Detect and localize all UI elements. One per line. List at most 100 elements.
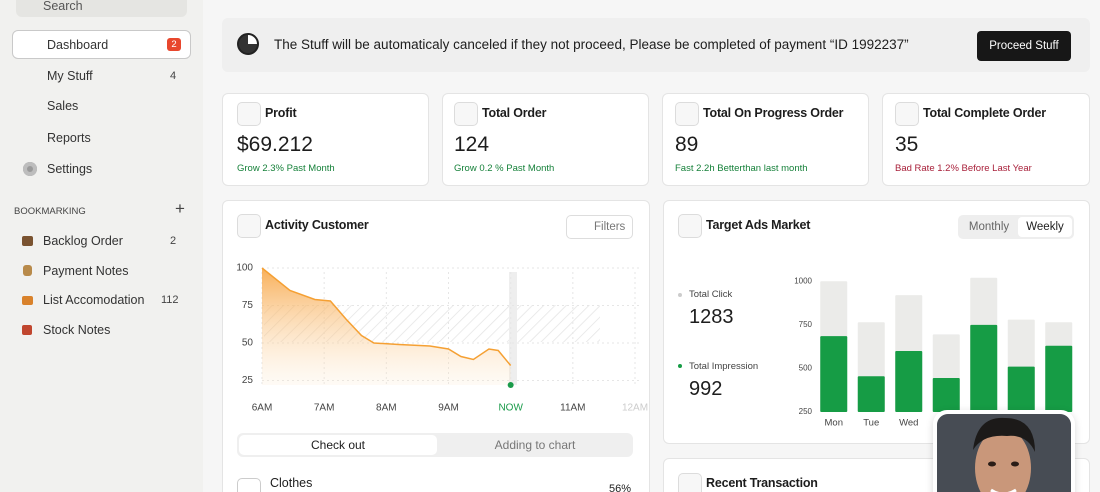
stat-note: Bad Rate 1.2% Before Last Year <box>895 163 1032 174</box>
active-item[interactable] <box>12 30 191 59</box>
icon <box>895 102 919 126</box>
count: 2 <box>170 235 177 247</box>
x-tick-label: NOW <box>498 403 523 414</box>
icon <box>22 236 33 246</box>
y-tick-label: 25 <box>242 375 254 386</box>
stat-title: Total On Progress Order <box>703 106 844 120</box>
y-tick-label: 250 <box>799 407 813 416</box>
count: 112 <box>161 294 179 306</box>
x-tick-label: 8AM <box>376 403 397 414</box>
icon <box>678 214 702 238</box>
active-toggle[interactable] <box>1018 217 1072 237</box>
stat-value: 89 <box>675 133 699 156</box>
menu-item[interactable]: Dashboard <box>47 38 109 52</box>
bar <box>857 376 885 412</box>
count: 4 <box>170 70 177 82</box>
icon <box>237 102 261 126</box>
x-tick-label: Wed <box>899 418 918 429</box>
checkbox[interactable] <box>237 478 261 492</box>
active-tab[interactable] <box>239 435 437 455</box>
video-card[interactable] <box>933 410 1075 492</box>
bookmark[interactable]: Payment Notes <box>43 264 129 278</box>
section-heading: BOOKMARKING <box>14 206 86 217</box>
area-fill <box>262 268 511 385</box>
item-label: Clothes <box>270 476 313 490</box>
x-tick-label: 12AM <box>622 403 648 414</box>
menu-item[interactable]: My Stuff <box>47 69 93 83</box>
x-tick-label: 11AM <box>560 403 585 414</box>
x-tick-label: 6AM <box>252 403 273 414</box>
y-tick-label: 50 <box>242 338 254 349</box>
tab[interactable]: Check out <box>310 438 366 452</box>
icon <box>22 325 32 335</box>
stat-title: Total Order <box>482 106 547 120</box>
metric-label: Total Impression <box>689 361 759 372</box>
icon <box>675 102 699 126</box>
banner-message: The Stuff will be automaticaly canceled … <box>274 37 909 52</box>
bar <box>932 378 960 412</box>
badge: 2 <box>167 38 181 51</box>
bookmark[interactable]: Stock Notes <box>43 323 111 337</box>
search-box[interactable] <box>16 0 187 17</box>
menu-item[interactable]: Reports <box>47 131 91 145</box>
x-tick-label: 7AM <box>314 403 335 414</box>
icon <box>22 296 33 305</box>
banner-icon <box>237 33 259 55</box>
filter-button[interactable] <box>566 215 633 239</box>
stat-note: Grow 0.2 % Past Month <box>454 163 555 174</box>
metric-label: Total Click <box>689 289 733 300</box>
x-tick-label: 9AM <box>438 403 459 414</box>
bar <box>1007 366 1035 412</box>
add-icon[interactable]: + <box>175 199 185 218</box>
item-value: 56% <box>609 483 632 492</box>
card-title: Recent Transaction <box>706 476 818 490</box>
proceed-button[interactable]: Proceed Stuff <box>977 31 1071 61</box>
y-tick-label: 100 <box>236 263 253 274</box>
x-tick-label: Mon <box>825 418 843 429</box>
y-tick-label: 1000 <box>794 276 812 285</box>
stat-note: Grow 2.3% Past Month <box>237 163 335 174</box>
bar <box>970 324 998 412</box>
icon <box>237 214 261 238</box>
stat-value: $69.212 <box>237 133 313 156</box>
toggle-option[interactable]: Weekly <box>1026 221 1064 233</box>
icon <box>23 265 32 276</box>
icon <box>454 102 478 126</box>
dot <box>678 364 682 368</box>
menu-item[interactable]: Sales <box>47 99 79 113</box>
stat-value: 35 <box>895 133 919 156</box>
bar <box>820 336 848 412</box>
filter-label[interactable]: Filters <box>594 221 626 233</box>
search[interactable]: Search <box>43 0 83 13</box>
avatar <box>937 414 1071 492</box>
x-tick-label: Tue <box>863 418 879 429</box>
now-band <box>509 272 517 385</box>
metric-value: 1283 <box>689 306 734 328</box>
bar <box>895 350 923 412</box>
y-tick-label: 750 <box>799 320 813 329</box>
now-dot <box>507 382 514 388</box>
stat-note: Fast 2.2h Betterthan last month <box>675 163 808 174</box>
tab[interactable]: Adding to chart <box>494 438 576 452</box>
banner <box>222 18 1090 72</box>
y-tick-label: 75 <box>242 300 254 311</box>
bookmark[interactable]: Backlog Order <box>43 234 123 248</box>
stat-value: 124 <box>454 133 490 156</box>
bookmark[interactable]: List Accomodation <box>43 293 145 307</box>
card-title: Activity Customer <box>265 218 369 232</box>
gear-icon <box>23 162 37 176</box>
sidebar <box>0 0 203 492</box>
icon <box>678 473 702 492</box>
y-tick-label: 500 <box>799 364 813 373</box>
toggle-option[interactable]: Monthly <box>968 221 1010 233</box>
area-line <box>261 267 512 366</box>
menu-item[interactable]: Settings <box>47 162 93 176</box>
stat-title: Profit <box>265 106 297 120</box>
bar <box>1045 345 1073 412</box>
dot <box>678 293 682 297</box>
metric-value: 992 <box>689 378 723 400</box>
card-title: Target Ads Market <box>706 218 811 232</box>
stat-title: Total Complete Order <box>923 106 1046 120</box>
